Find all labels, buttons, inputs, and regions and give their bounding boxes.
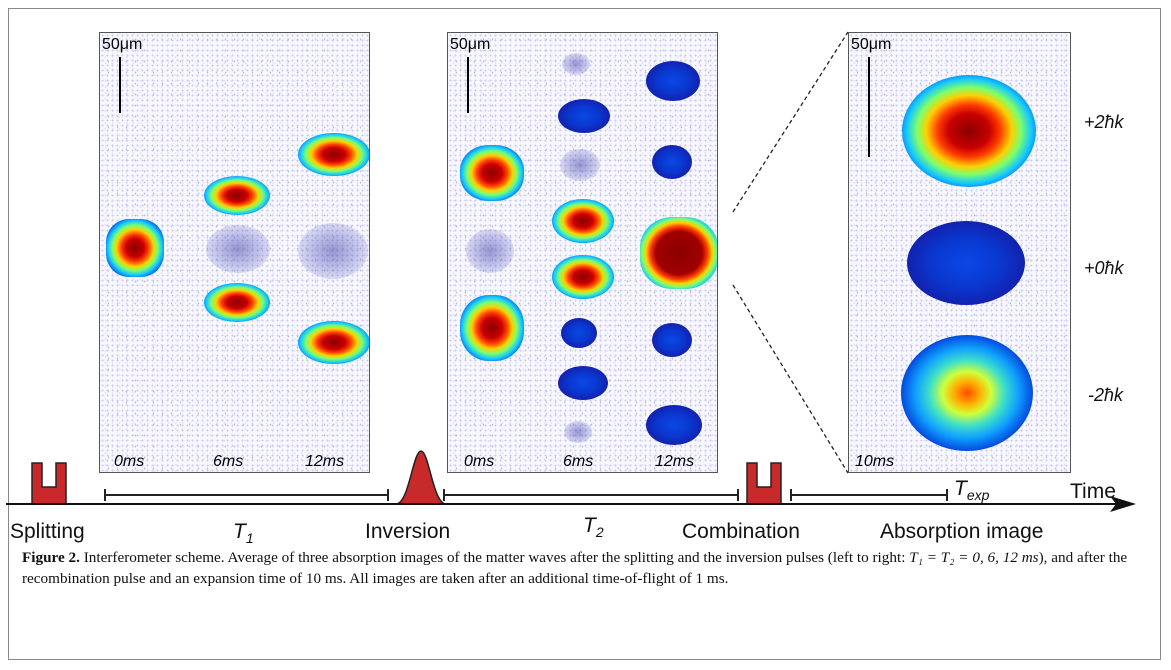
texp-label: Texp xyxy=(954,477,989,503)
time-axis xyxy=(6,496,1136,512)
t1-interval xyxy=(104,489,389,501)
time-label: 0ms xyxy=(114,453,145,470)
atom-cloud xyxy=(646,405,702,445)
t2-label: T2 xyxy=(583,514,604,540)
atom-cloud xyxy=(558,366,608,400)
atom-cloud xyxy=(907,221,1025,305)
t1-label: T1 xyxy=(233,520,254,546)
time-label: 12ms xyxy=(655,453,695,470)
atom-cloud-faint xyxy=(562,53,590,75)
t1-label-main: T xyxy=(233,520,246,543)
time-axis-label: Time xyxy=(1070,480,1116,503)
momentum-label: +0ħk xyxy=(1084,258,1124,278)
atom-cloud xyxy=(901,335,1033,451)
scale-label: 50μm xyxy=(102,36,143,53)
time-label: 12ms xyxy=(305,453,345,470)
t1-label-sub: 1 xyxy=(245,530,254,547)
t2-label-main: T xyxy=(583,514,596,537)
absorption-panel-right: 50μm 10ms xyxy=(848,32,1071,473)
scale-label: 50μm xyxy=(450,36,491,53)
texp-label-sub: exp xyxy=(966,487,990,504)
combination-label: Combination xyxy=(682,520,800,543)
atom-cloud xyxy=(561,318,597,348)
figure-caption: Figure 2. Interferometer scheme. Average… xyxy=(22,547,1147,589)
atom-cloud-faint xyxy=(560,149,600,181)
time-label: 6ms xyxy=(563,453,594,470)
combination-pulse xyxy=(746,462,782,505)
scale-label: 50μm xyxy=(851,36,892,53)
atom-cloud xyxy=(204,176,270,215)
scale-bar xyxy=(868,57,870,157)
atom-cloud xyxy=(552,255,614,299)
absorption-panel-middle: 50μm 0ms 6ms 12ms xyxy=(447,32,718,473)
absorption-panel-left: 50μm 0ms 6ms 12ms xyxy=(99,32,370,473)
caption-equation: T₁ = T₂ = 0, 6, 12 ms xyxy=(909,549,1039,566)
absorption-image-label: Absorption image xyxy=(880,520,1044,543)
atom-cloud-faint xyxy=(466,229,514,273)
momentum-label: +2ħk xyxy=(1084,112,1124,132)
atom-cloud xyxy=(460,145,524,201)
atom-cloud xyxy=(902,75,1036,187)
atom-cloud xyxy=(204,283,270,322)
atom-cloud xyxy=(298,321,369,364)
atom-cloud xyxy=(460,295,524,361)
atom-cloud xyxy=(646,61,700,101)
scale-bar xyxy=(119,57,121,113)
atom-cloud xyxy=(652,145,692,179)
t2-interval xyxy=(443,489,739,501)
atom-cloud-faint xyxy=(564,421,592,443)
atom-cloud-faint xyxy=(298,223,368,279)
atom-cloud xyxy=(106,219,164,277)
splitting-pulse xyxy=(31,462,67,505)
atom-cloud xyxy=(298,133,369,176)
momentum-label: -2ħk xyxy=(1088,385,1124,405)
caption-label: Figure 2. xyxy=(22,549,80,566)
time-label: 0ms xyxy=(464,453,495,470)
atom-cloud xyxy=(552,199,614,243)
texp-label-main: T xyxy=(954,477,967,500)
t2-label-sub: 2 xyxy=(595,524,604,541)
inversion-pulse xyxy=(395,450,447,505)
atom-cloud-faint xyxy=(206,225,270,273)
atom-cloud xyxy=(558,99,610,133)
time-label: 10ms xyxy=(855,453,895,470)
inversion-label: Inversion xyxy=(365,520,451,543)
caption-text-1: Interferometer scheme. Average of three … xyxy=(79,549,910,566)
time-label: 6ms xyxy=(213,453,244,470)
figure-frame xyxy=(8,8,1161,660)
caption-text-2: ), and after the recombination pulse and… xyxy=(22,549,1128,587)
splitting-label: Splitting xyxy=(10,520,85,543)
atom-cloud xyxy=(640,217,717,289)
scale-bar xyxy=(467,57,469,113)
texp-interval xyxy=(790,489,948,501)
atom-cloud xyxy=(652,323,692,357)
